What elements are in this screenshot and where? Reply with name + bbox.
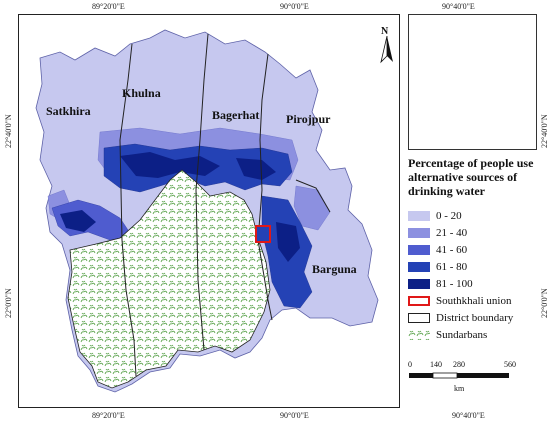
north-label: N [381,26,389,37]
legend-label: 81 - 100 [436,278,473,290]
scale-unit: km [454,384,465,393]
legend-label: 21 - 40 [436,227,468,239]
legend-item: 0 - 20 [408,209,462,223]
inset-map-frame [408,14,537,150]
legend-swatch [408,330,430,340]
district-label-khulna: Khulna [122,86,161,100]
legend-label: District boundary [436,312,514,324]
district-label-pirojpur: Pirojpur [286,112,331,126]
legend-item: 21 - 40 [408,226,467,240]
scale-tick-label: 280 [453,360,465,369]
scale-bar-graphic [409,372,509,379]
legend-label: Sundarbans [436,329,488,341]
legend-swatch [408,313,430,323]
sundarbans-area [67,169,271,389]
legend-label: 41 - 60 [436,244,468,256]
coord-bottom-2: 90°0'0"E [280,411,309,420]
coord-top-3: 90°40'0"E [442,2,475,11]
scale-tick-label: 140 [430,360,442,369]
coord-bottom-3: 90°40'0"E [452,411,485,420]
coord-top-2: 90°0'0"E [280,2,309,11]
legend-label: Southkhali union [436,295,512,307]
scale-tick-label: 560 [504,360,516,369]
coord-top-1: 89°20'0"E [92,2,125,11]
legend-swatch [408,211,430,221]
legend-title: Percentage of people use alternative sou… [408,156,534,198]
legend-swatch [408,228,430,238]
map-class-81-100-a [120,152,220,178]
district-boundary-line [257,53,273,321]
legend-item: 61 - 80 [408,260,467,274]
coord-left-1: 22°40'0"N [4,114,13,148]
coord-right-1: 22°40'0"N [540,114,549,148]
legend-label: 61 - 80 [436,261,468,273]
legend-swatch [408,245,430,255]
legend-swatch [408,262,430,272]
district-boundary-line [295,179,331,213]
coord-right-2: 22°0'0"N [540,288,549,318]
district-boundary-line [119,43,137,377]
legend-item: 81 - 100 [408,277,473,291]
legend-item: Southkhali union [408,294,511,308]
district-boundary-line [195,33,209,351]
legend-item: 41 - 60 [408,243,467,257]
map-frame [18,14,400,408]
map-class-81-100-c [236,158,276,180]
north-arrow-shape [380,36,393,64]
coord-bottom-1: 89°20'0"E [92,411,125,420]
scale-bar: 0 140 280 560 km [408,358,518,400]
map-class-81-100-d [276,222,300,262]
north-arrow-icon: N [377,26,397,66]
district-label-barguna: Barguna [312,262,357,276]
scale-tick-label: 0 [408,360,412,369]
legend-swatch [408,296,430,306]
legend-item: Sundarbans [408,328,487,342]
legend-swatch [408,279,430,289]
legend-label: 0 - 20 [436,210,462,222]
district-label-satkhira: Satkhira [46,104,91,118]
legend-item: District boundary [408,311,513,325]
district-label-bagerhat: Bagerhat [212,108,260,122]
map-class-81-100-b [60,210,96,232]
coord-left-2: 22°0'0"N [4,288,13,318]
southkhali-union-marker [255,225,271,243]
